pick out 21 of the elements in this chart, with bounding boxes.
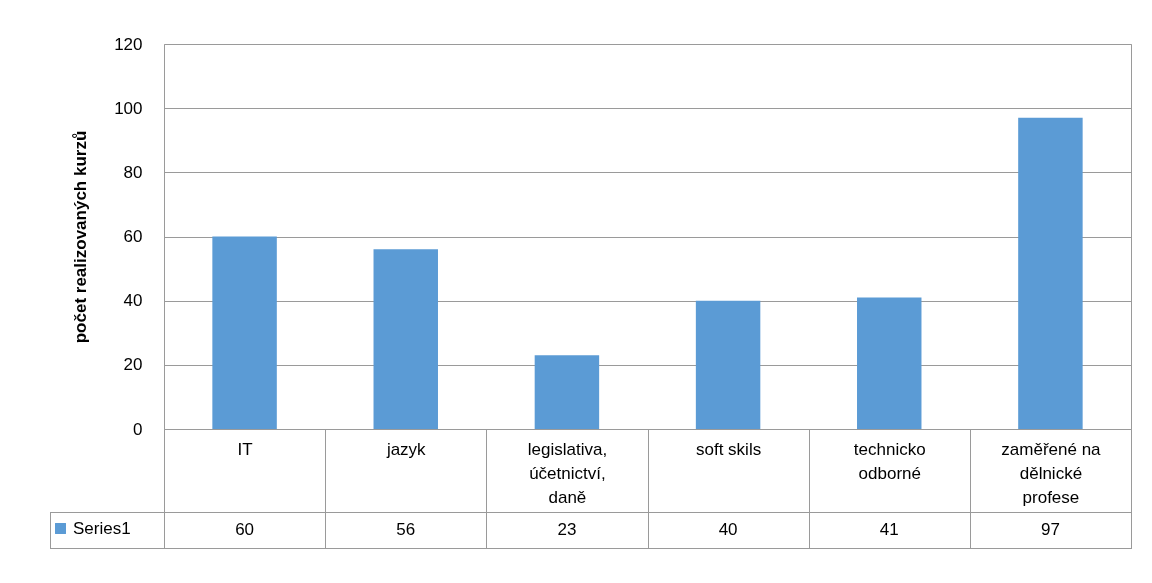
data-label: 23 — [557, 519, 577, 539]
y-tick-label: 80 — [123, 162, 143, 182]
y-tick-label: 20 — [123, 355, 143, 375]
x-tick-label: jazyk — [385, 439, 427, 459]
data-label: 41 — [879, 519, 899, 539]
data-label: 97 — [1040, 519, 1060, 539]
x-tick-label: technicko odborné — [853, 439, 926, 483]
x-tick-label: IT — [237, 439, 253, 459]
y-tick-label: 100 — [114, 98, 143, 118]
data-label: 56 — [396, 519, 416, 539]
y-tick-label: 60 — [123, 227, 143, 246]
data-label: 60 — [235, 519, 255, 539]
y-axis-title: počet realizovaných kurzů — [71, 130, 91, 344]
data-label: 40 — [718, 519, 738, 539]
x-tick-label: legislativa, účetnictví, daně — [527, 439, 608, 507]
y-tick-label: 0 — [133, 419, 143, 439]
legend-label: Series1 — [73, 518, 131, 538]
x-tick-label: zaměřené na dělnické profese — [1001, 439, 1102, 507]
y-tick-label: 40 — [123, 291, 143, 311]
x-tick-label: soft skils — [695, 439, 762, 459]
y-tick-label: 120 — [114, 34, 143, 54]
